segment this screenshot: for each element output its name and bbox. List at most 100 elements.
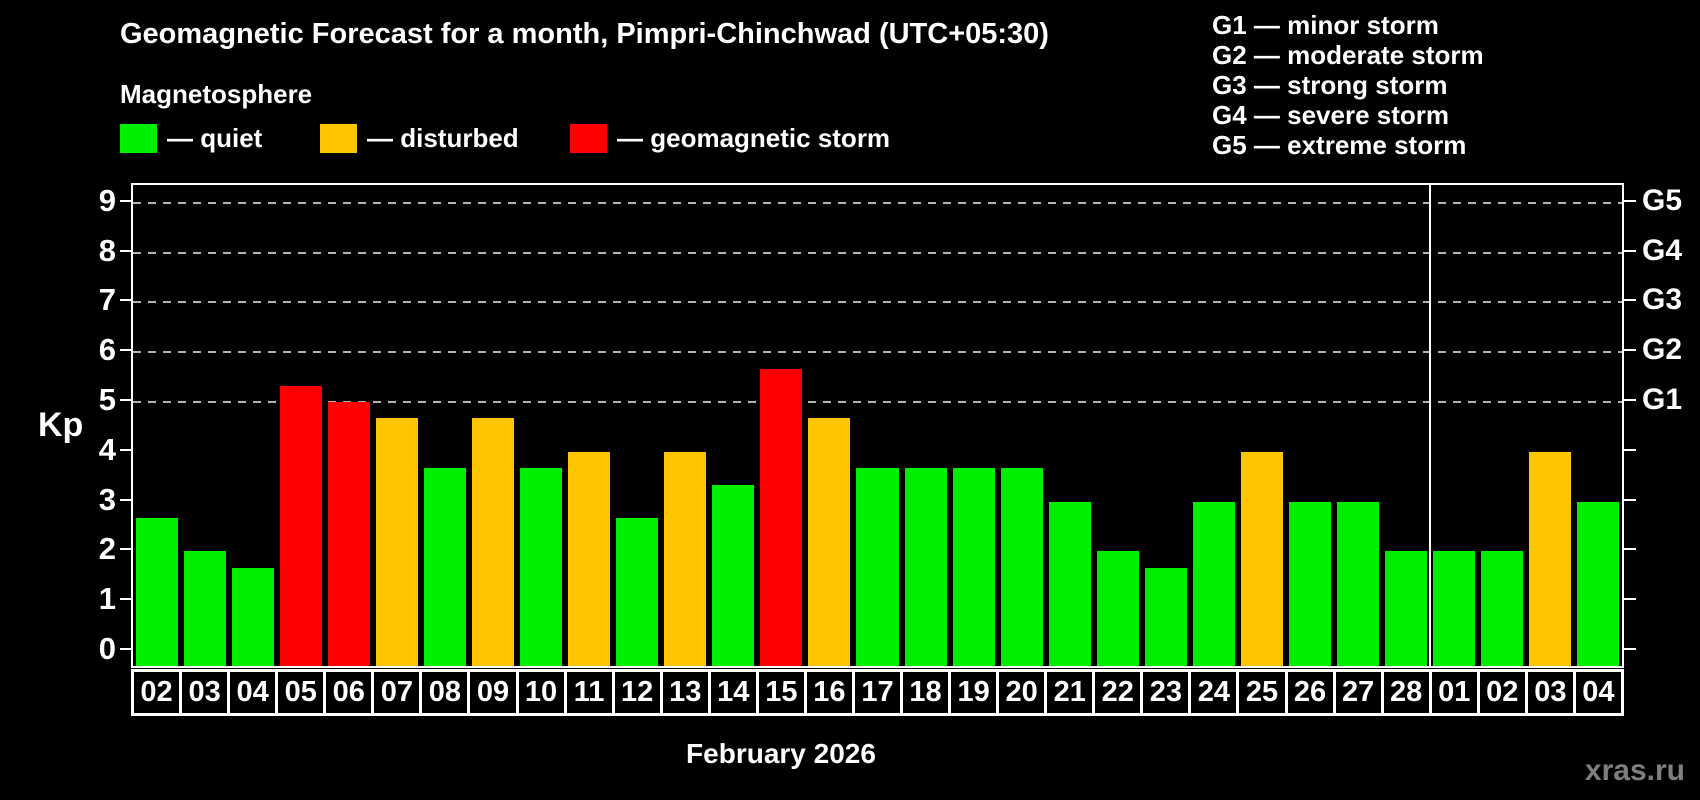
day-label-feb-03: 03 (179, 669, 231, 716)
g-legend-line-g4: G4 — severe storm (1212, 100, 1450, 130)
day-label-feb-25: 25 (1236, 669, 1288, 716)
day-label-feb-11: 11 (563, 669, 615, 716)
right-axis-label-g5: G5 (1642, 183, 1683, 217)
kp-bar-25 (1240, 451, 1283, 666)
kp-bar-08 (424, 468, 467, 666)
y-tick-label-1: 1 (98, 581, 116, 617)
right-tick-8 (1624, 249, 1636, 252)
disturbed-swatch (320, 124, 357, 153)
day-label-feb-14: 14 (707, 669, 759, 716)
g-legend-line-g2: G2 — moderate storm (1212, 40, 1484, 70)
right-tick-1 (1624, 598, 1636, 601)
day-label-feb-24: 24 (1188, 669, 1240, 716)
kp-bar-28 (1384, 551, 1427, 666)
kp-bar-24 (1192, 501, 1235, 666)
g-legend-line-g5: G5 — extreme storm (1212, 130, 1467, 160)
right-axis-label-g3: G3 (1642, 283, 1683, 317)
kp-bar-13 (664, 451, 707, 666)
legend-item-label: — geomagnetic storm (617, 123, 891, 153)
kp-bar-18 (904, 468, 947, 666)
day-label-feb-27: 27 (1332, 669, 1384, 716)
day-label-feb-09: 09 (467, 669, 519, 716)
right-axis-label-g1: G1 (1642, 383, 1683, 416)
y-tick-8 (120, 249, 131, 252)
day-label-feb-15: 15 (755, 669, 807, 716)
kp-bar-02 (1480, 551, 1523, 666)
day-label-feb-07: 07 (371, 669, 423, 716)
kp-bar-06 (328, 402, 371, 666)
magnetosphere-label: Magnetosphere (120, 79, 313, 109)
y-tick-6 (120, 349, 131, 352)
quiet-swatch (120, 124, 157, 153)
plot-area (131, 183, 1624, 668)
legend-item-disturbed: — disturbed (320, 123, 519, 154)
kp-bar-04 (232, 567, 275, 666)
kp-bar-03 (1528, 451, 1571, 666)
day-label-mar-02: 02 (1476, 669, 1528, 716)
y-tick-9 (120, 199, 131, 202)
day-label-feb-17: 17 (851, 669, 903, 716)
watermark: xras.ru (1584, 754, 1685, 787)
day-label-mar-04: 04 (1572, 669, 1624, 716)
legend-item-label: — quiet (167, 123, 263, 153)
kp-bar-16 (808, 418, 851, 666)
right-tick-5 (1624, 399, 1636, 401)
y-tick-label-9: 9 (98, 182, 116, 218)
x-axis-day-labels: 02 03 04 05 06 07 08 09 10 11 12 13 14 15 16 17 18 19 20 21… (131, 669, 1624, 716)
day-label-feb-19: 19 (948, 669, 1000, 716)
day-label-feb-20: 20 (996, 669, 1048, 716)
day-label-mar-03: 03 (1524, 669, 1576, 716)
day-label-feb-22: 22 (1092, 669, 1144, 716)
day-label-feb-26: 26 (1284, 669, 1336, 716)
right-tick-9 (1624, 199, 1636, 202)
kp-bar-05 (280, 385, 323, 666)
y-tick-label-0: 0 (98, 631, 116, 666)
kp-bar-09 (472, 418, 515, 666)
y-tick-label-7: 7 (98, 282, 116, 318)
month-separator (1428, 185, 1431, 666)
kp-bar-20 (1000, 468, 1043, 666)
kp-bar-03 (184, 551, 227, 666)
right-tick-6 (1624, 349, 1636, 352)
y-tick-7 (120, 299, 131, 302)
legend-item-storm: — geomagnetic storm (570, 123, 890, 154)
y-axis-label: Kp (38, 406, 84, 444)
gridline-kp9 (133, 201, 1622, 204)
day-label-mar-01: 01 (1428, 669, 1480, 716)
day-label-feb-10: 10 (515, 669, 567, 716)
y-tick-label-6: 6 (98, 332, 116, 368)
y-tick-1 (120, 598, 131, 601)
y-tick-3 (120, 498, 131, 501)
gridline-kp7 (133, 301, 1622, 304)
kp-bar-10 (520, 468, 563, 666)
legend-item-quiet: — quiet (120, 123, 262, 154)
y-tick-label-2: 2 (98, 531, 116, 567)
g-legend-line-g1: G1 — minor storm (1212, 10, 1439, 40)
right-tick-3 (1624, 498, 1636, 501)
day-label-feb-21: 21 (1044, 669, 1096, 716)
day-label-feb-04: 04 (227, 669, 279, 716)
kp-bar-19 (952, 468, 995, 666)
y-tick-label-3: 3 (98, 481, 116, 517)
day-label-feb-28: 28 (1380, 669, 1432, 716)
right-tick-4 (1624, 448, 1636, 451)
kp-bar-17 (856, 468, 899, 666)
storm-swatch (570, 124, 607, 153)
kp-bar-11 (568, 451, 611, 666)
kp-bar-01 (1432, 551, 1475, 666)
page-title: Geomagnetic Forecast for a month, Pimpri… (120, 18, 1049, 50)
kp-bar-22 (1096, 551, 1139, 666)
y-tick-label-5: 5 (98, 382, 116, 417)
kp-bar-23 (1144, 567, 1187, 666)
kp-bar-04 (1576, 501, 1619, 666)
day-label-feb-02: 02 (131, 669, 183, 716)
y-tick-5 (120, 399, 131, 401)
kp-bar-12 (616, 518, 659, 666)
y-tick-0 (120, 648, 131, 650)
g-scale-legend: G1 — minor storm G2 — moderate storm G3 — … (1212, 10, 1484, 160)
day-label-feb-12: 12 (611, 669, 663, 716)
kp-bar-21 (1048, 501, 1091, 666)
gridline-kp5 (133, 401, 1622, 403)
day-label-feb-08: 08 (419, 669, 471, 716)
gridline-kp8 (133, 251, 1622, 254)
